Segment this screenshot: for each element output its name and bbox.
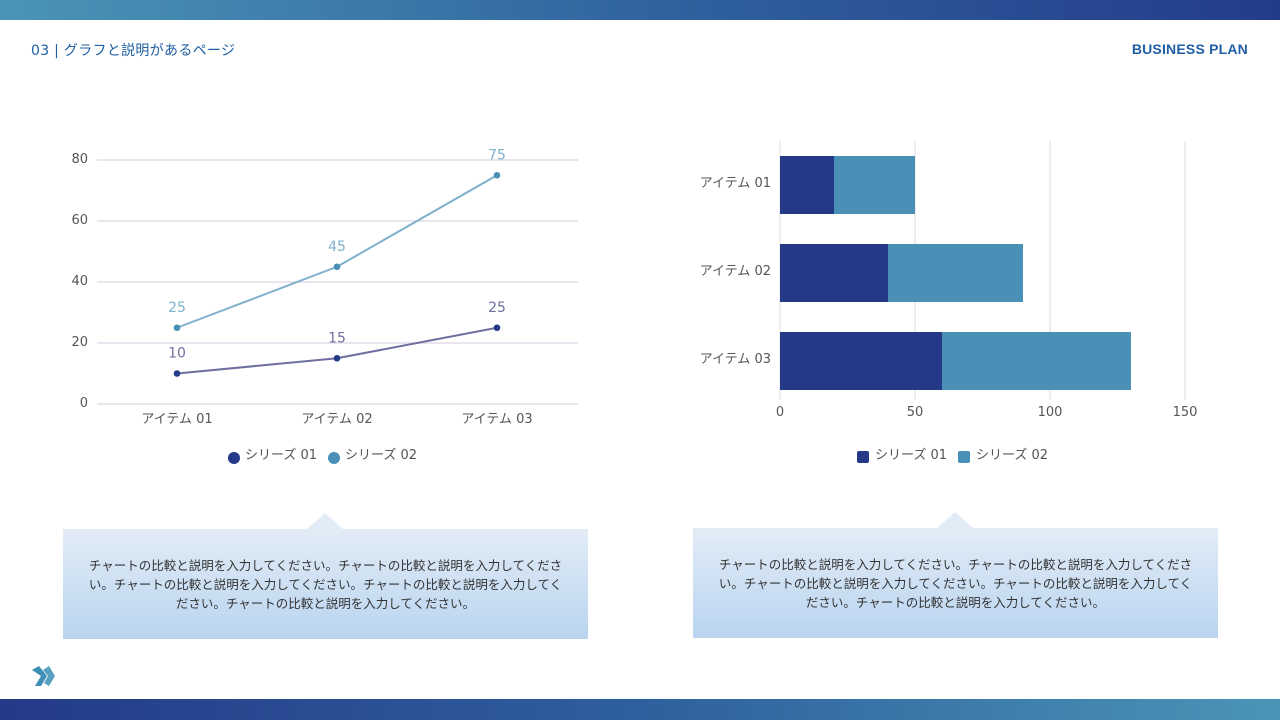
bar-segment-series-01 xyxy=(780,332,942,390)
y-tick-label: 0 xyxy=(80,396,88,411)
data-label: 45 xyxy=(328,239,346,255)
bar-chart-legend: シリーズ 01 シリーズ 02 xyxy=(857,447,1048,463)
bar-chart: アイテム 01 アイテム 02 アイテム 03 0 50 100 150 シリー… xyxy=(700,141,1198,463)
x-tick-label: アイテム 01 xyxy=(141,412,212,427)
top-accent-bar xyxy=(0,0,1280,20)
chart-description-right: チャートの比較と説明を入力してください。チャートの比較と説明を入力してください。… xyxy=(718,556,1193,610)
y-tick-label: 40 xyxy=(71,274,88,289)
bar-chart-bars xyxy=(780,156,1131,390)
brand-label: BUSINESS PLAN xyxy=(1131,41,1248,57)
bar-segment-series-01 xyxy=(780,156,834,214)
category-label: アイテム 03 xyxy=(700,352,771,367)
data-point xyxy=(333,263,341,271)
chart-description-box-right: チャートの比較と説明を入力してください。チャートの比較と説明を入力してください。… xyxy=(693,512,1218,638)
bottom-accent-bar xyxy=(0,699,1280,720)
data-point xyxy=(333,354,341,362)
line-chart-x-ticks: アイテム 01 アイテム 02 アイテム 03 xyxy=(141,412,532,427)
line-chart-grid xyxy=(97,159,578,405)
bar-segment-series-02 xyxy=(834,156,915,214)
x-tick-label: 50 xyxy=(907,405,924,420)
legend-label-series-01: シリーズ 01 xyxy=(875,447,947,463)
y-tick-label: 20 xyxy=(71,335,88,350)
data-label: 15 xyxy=(328,330,346,346)
company-logo-icon xyxy=(32,666,55,686)
data-label: 75 xyxy=(488,147,506,163)
legend-marker-series-01 xyxy=(857,451,869,463)
bar-chart-x-ticks: 0 50 100 150 xyxy=(776,405,1198,420)
chart-description-left: チャートの比較と説明を入力してください。チャートの比較と説明を入力してください。… xyxy=(88,557,563,611)
bar-chart-category-labels: アイテム 01 アイテム 02 アイテム 03 xyxy=(700,176,771,367)
data-point xyxy=(493,171,501,179)
data-point xyxy=(173,324,181,332)
legend-marker-series-02 xyxy=(328,452,340,464)
data-point xyxy=(493,324,501,332)
x-tick-label: 100 xyxy=(1038,405,1063,420)
data-label: 25 xyxy=(488,300,506,316)
x-tick-label: アイテム 02 xyxy=(301,412,372,427)
line-chart-legend: シリーズ 01 シリーズ 02 xyxy=(228,447,417,464)
data-label: 10 xyxy=(168,346,186,362)
line-chart-series: 10 15 25 25 45 75 xyxy=(168,147,506,377)
y-tick-label: 60 xyxy=(71,213,88,228)
page-title: 03 | グラフと説明があるページ xyxy=(31,43,236,59)
legend-label-series-01: シリーズ 01 xyxy=(245,447,317,463)
data-label: 25 xyxy=(168,300,186,316)
line-chart: 0 20 40 60 80 アイテム 01 アイテム 02 アイテム 03 10… xyxy=(71,147,578,464)
legend-marker-series-01 xyxy=(228,452,240,464)
bar-segment-series-02 xyxy=(942,332,1131,390)
category-label: アイテム 02 xyxy=(700,264,771,279)
x-tick-label: アイテム 03 xyxy=(461,412,532,427)
x-tick-label: 0 xyxy=(776,405,784,420)
bar-segment-series-01 xyxy=(780,244,888,302)
x-tick-label: 150 xyxy=(1173,405,1198,420)
line-chart-y-ticks: 0 20 40 60 80 xyxy=(71,152,88,411)
data-point xyxy=(173,370,181,377)
y-tick-label: 80 xyxy=(71,152,88,167)
legend-label-series-02: シリーズ 02 xyxy=(976,447,1048,463)
legend-label-series-02: シリーズ 02 xyxy=(345,447,417,463)
legend-marker-series-02 xyxy=(958,451,970,463)
category-label: アイテム 01 xyxy=(700,176,771,191)
chart-description-box-left: チャートの比較と説明を入力してください。チャートの比較と説明を入力してください。… xyxy=(63,513,588,639)
bar-segment-series-02 xyxy=(888,244,1023,302)
